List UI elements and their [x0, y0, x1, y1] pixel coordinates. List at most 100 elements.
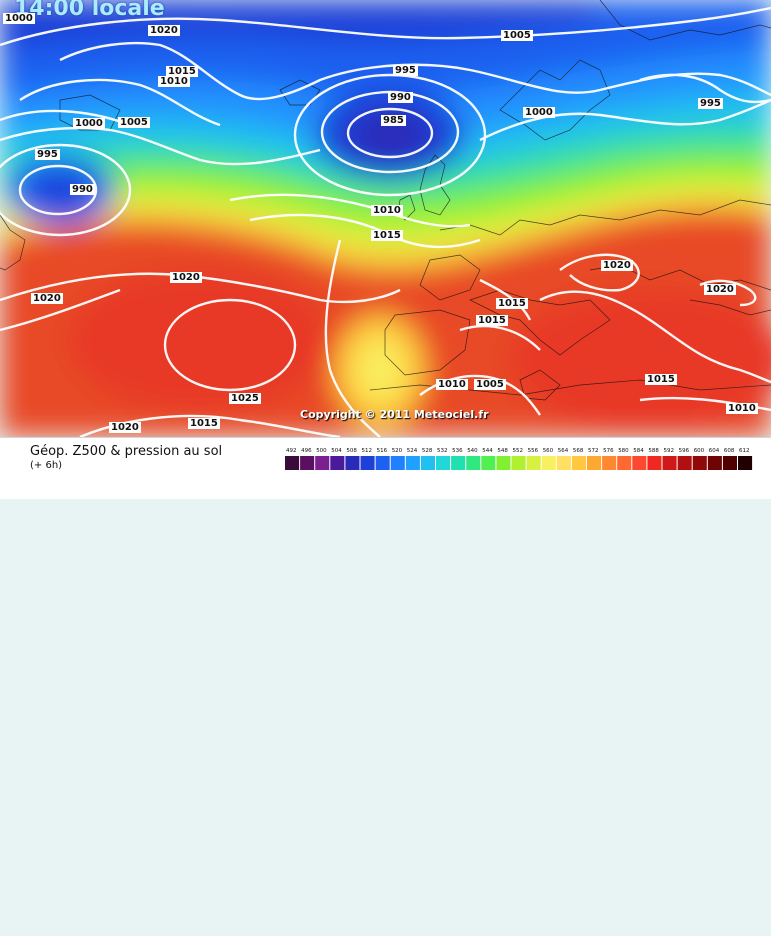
legend-swatch — [345, 456, 360, 470]
isobar-label: 1015 — [188, 418, 220, 429]
legend-swatch — [647, 456, 662, 470]
legend-tick-label: 512 — [362, 448, 373, 454]
legend-tick-label: 548 — [497, 448, 508, 454]
legend-swatch — [285, 456, 300, 470]
isobar-label: 1020 — [170, 272, 202, 283]
legend-tick-label: 524 — [407, 448, 418, 454]
legend-tick-label: 608 — [724, 448, 735, 454]
legend-tick-label: 520 — [392, 448, 403, 454]
map-title: Géop. Z500 & pression au sol — [30, 444, 223, 459]
legend-swatch — [511, 456, 526, 470]
legend-swatch — [496, 456, 511, 470]
legend-swatch — [360, 456, 375, 470]
legend-swatch — [632, 456, 647, 470]
legend-swatch — [466, 456, 481, 470]
legend-tick-label: 516 — [377, 448, 388, 454]
legend-tick-label: 508 — [346, 448, 357, 454]
isobars — [0, 6, 771, 437]
legend-tick-label: 504 — [331, 448, 342, 454]
isobar-label: 1005 — [474, 379, 506, 390]
isobar-label: 1015 — [496, 298, 528, 309]
legend-tick-label: 592 — [664, 448, 675, 454]
legend-swatch — [481, 456, 496, 470]
legend-swatch — [420, 456, 435, 470]
legend-tick-label: 564 — [558, 448, 569, 454]
legend-swatch — [692, 456, 707, 470]
isobar-label: 985 — [381, 115, 406, 126]
copyright-notice: Copyright © 2011 Meteociel.fr — [300, 408, 489, 421]
legend-swatch — [707, 456, 722, 470]
isobar-label: 1015 — [645, 374, 677, 385]
footer-strip — [0, 918, 771, 936]
legend-swatch — [662, 456, 677, 470]
legend-tick-label: 560 — [543, 448, 554, 454]
legend-swatch — [617, 456, 632, 470]
legend-tick-label: 600 — [694, 448, 705, 454]
isobar-label: 990 — [70, 184, 95, 195]
isobar-label: 1010 — [371, 205, 403, 216]
color-scale-legend: 492 496 500 504 508 512 516 520 524 528 532 536 540 5… — [285, 448, 753, 470]
legend-tick-label: 568 — [573, 448, 584, 454]
isobar-label: 1005 — [118, 117, 150, 128]
legend-tick-label: 584 — [633, 448, 644, 454]
legend-tick-label: 532 — [437, 448, 448, 454]
legend-tick-label: 544 — [482, 448, 493, 454]
legend-tick-label: 556 — [528, 448, 539, 454]
legend-tick-label: 552 — [513, 448, 524, 454]
isobar-label: 1020 — [109, 422, 141, 433]
legend-tick-label: 588 — [648, 448, 659, 454]
isobar-label: 990 — [388, 92, 413, 103]
legend-tick-label: 528 — [422, 448, 433, 454]
legend-tick-label: 576 — [603, 448, 614, 454]
legend-swatch — [602, 456, 617, 470]
legend-tick-label: 536 — [452, 448, 463, 454]
legend-swatch — [451, 456, 466, 470]
legend-tick-label: 500 — [316, 448, 327, 454]
legend-tick-label: 604 — [709, 448, 720, 454]
legend-swatch — [405, 456, 420, 470]
legend-tick-label: 612 — [739, 448, 750, 454]
legend-tick-label: 580 — [618, 448, 629, 454]
legend-swatch — [677, 456, 692, 470]
isobar-label: 1020 — [148, 25, 180, 36]
isobar-label: 1010 — [158, 76, 190, 87]
isobar-label: 995 — [698, 98, 723, 109]
isobar-label: 1020 — [601, 260, 633, 271]
legend-swatch — [722, 456, 737, 470]
legend-tick-label: 540 — [467, 448, 478, 454]
legend-swatch — [390, 456, 405, 470]
legend-swatch — [375, 456, 390, 470]
isobar-label: 1000 — [523, 107, 555, 118]
isobar-label: 1010 — [726, 403, 758, 414]
isobar-label: 1000 — [3, 13, 35, 24]
legend-tick-label: 492 — [286, 448, 297, 454]
legend-swatch — [556, 456, 571, 470]
isobar-label: 1025 — [229, 393, 261, 404]
isobar-label: 1020 — [31, 293, 63, 304]
legend-swatch — [738, 456, 753, 470]
isobar-label: 1000 — [73, 118, 105, 129]
isobar-label: 1005 — [501, 30, 533, 41]
legend-swatch — [587, 456, 602, 470]
isobar-label: 1015 — [166, 66, 198, 77]
forecast-offset: (+ 6h) — [30, 460, 63, 471]
weather-map: 14:00 locale 1000 1020 1015 1010 1005 10… — [0, 0, 771, 437]
legend-tick-label: 496 — [301, 448, 312, 454]
isobar-label: 1020 — [704, 284, 736, 295]
isobar-label: 1010 — [436, 379, 468, 390]
isobar-label: 995 — [393, 65, 418, 76]
legend-tick-label: 596 — [679, 448, 690, 454]
isobar-label: 995 — [35, 149, 60, 160]
forecast-time-label: 14:00 locale — [14, 0, 165, 21]
legend-swatch — [541, 456, 556, 470]
isobar-label: 1015 — [371, 230, 403, 241]
legend-swatch — [526, 456, 541, 470]
legend-swatch — [300, 456, 315, 470]
legend-swatch — [315, 456, 330, 470]
legend-swatch — [436, 456, 451, 470]
legend-swatch — [571, 456, 586, 470]
legend-swatch — [330, 456, 345, 470]
isobar-label: 1015 — [476, 315, 508, 326]
coastlines — [0, 0, 771, 401]
legend-tick-label: 572 — [588, 448, 599, 454]
